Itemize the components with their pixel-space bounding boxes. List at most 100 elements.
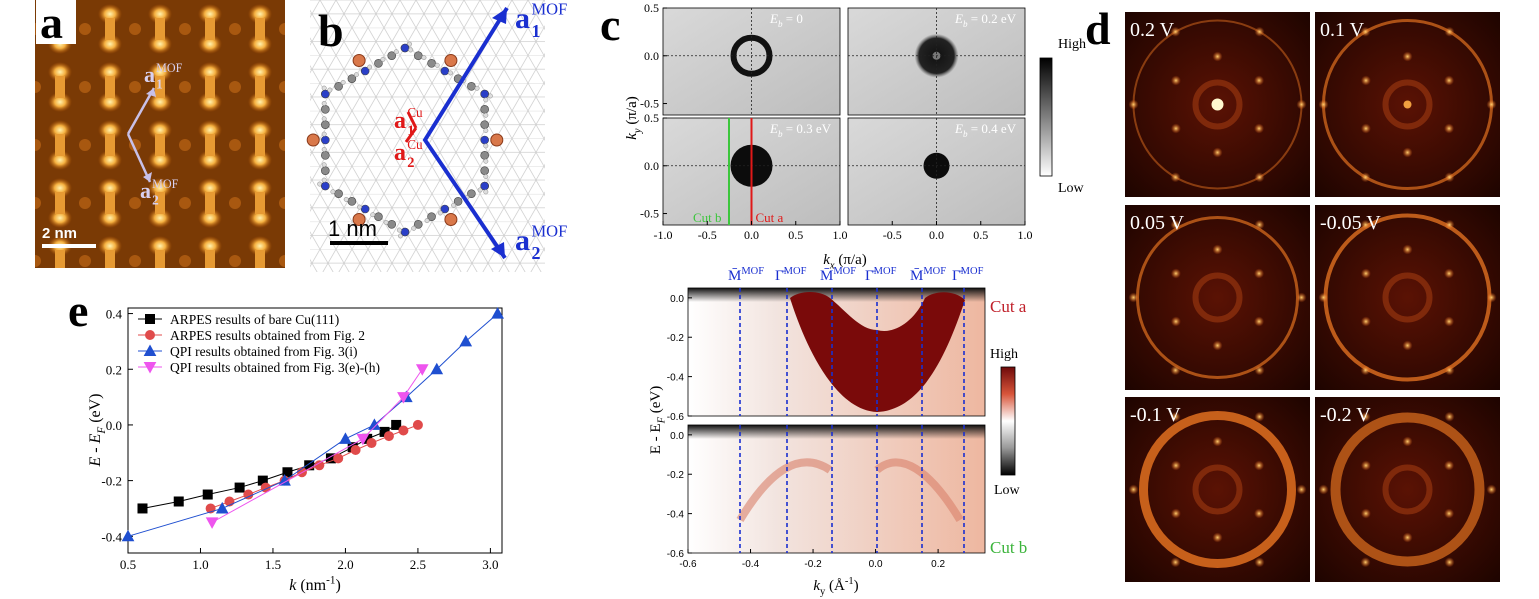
legend-label: QPI results obtained from Fig. 3(e)-(h) (170, 360, 380, 375)
atom (480, 120, 489, 129)
bragg-spot (1170, 508, 1181, 519)
bragg-spot (1170, 26, 1181, 37)
bragg-spot (1360, 316, 1371, 327)
atom (327, 87, 333, 93)
symmetry-point-part: MOF (741, 266, 764, 277)
qpi-image (1315, 205, 1500, 390)
bragg-spot (1254, 460, 1265, 471)
y-axis-label-part: y (633, 128, 644, 134)
atom (340, 79, 346, 85)
symmetry-point-part: M̄ (910, 268, 923, 284)
x-tick-label: -1.0 (654, 228, 673, 242)
x-axis-label-part: -1 (326, 575, 335, 587)
atom (483, 174, 489, 180)
energy-label-part: b (778, 129, 783, 139)
y-tick-label: -0.5 (640, 97, 659, 111)
vector-label-sub: 2 (532, 243, 541, 263)
y-tick-label: 0.4 (106, 307, 123, 322)
voltage-label: -0.1 V (1130, 404, 1181, 426)
copper-atom (444, 213, 458, 227)
bragg-spot (1212, 244, 1223, 255)
cut-label: Cut b (693, 210, 722, 225)
y-axis-label-part: E - E (648, 423, 664, 454)
atom (480, 135, 489, 145)
bragg-spot (1170, 411, 1181, 422)
data-point (356, 433, 370, 446)
atom (474, 85, 480, 91)
qpi-core (1382, 272, 1433, 323)
y-tick-label: 0.5 (644, 111, 659, 125)
atom (321, 105, 330, 114)
atom (400, 227, 410, 237)
atom (347, 197, 357, 206)
bragg-spot (1402, 532, 1413, 543)
data-point (339, 432, 352, 444)
legend-label: QPI results obtained from Fig. 3(i) (170, 344, 357, 359)
atom (451, 202, 457, 208)
atom (374, 59, 383, 68)
symmetry-point: Γ̄MOF (865, 266, 897, 284)
qpi-image (1125, 397, 1310, 582)
atom (321, 85, 327, 91)
symmetry-point-part: MOF (833, 266, 856, 277)
data-point (398, 425, 409, 436)
atom (347, 74, 357, 83)
y-axis-label-part: F (96, 427, 108, 435)
colorbar (1000, 366, 1016, 476)
atom (393, 49, 399, 55)
atom (413, 220, 423, 229)
atom (321, 146, 327, 152)
x-tick-label: 3.0 (482, 557, 498, 572)
atom (440, 66, 450, 76)
qpi-core (1192, 272, 1243, 323)
voltage-label: -0.05 V (1320, 212, 1381, 234)
panel-label: d (1085, 3, 1111, 54)
x-tick-label: 0.5 (973, 228, 988, 242)
atom (434, 62, 440, 68)
x-axis-label-part: k (813, 578, 820, 594)
bragg-spot (1444, 316, 1455, 327)
x-axis-label-part: ) (335, 577, 340, 594)
bragg-spot (1212, 51, 1223, 62)
atom (383, 219, 389, 225)
energy-label-part: E (954, 121, 963, 136)
y-tick-label: 0.2 (106, 362, 122, 377)
atom (477, 187, 483, 193)
y-tick-label: -0.6 (667, 549, 685, 560)
data-point (137, 503, 148, 514)
bragg-spot (1360, 365, 1371, 376)
bragg-spot (1360, 557, 1371, 568)
y-tick-label: -0.2 (101, 474, 122, 489)
bragg-spot (1254, 26, 1265, 37)
data-point (215, 501, 229, 514)
cut-label: Cut b (990, 538, 1027, 557)
colorbar-label: High (1058, 37, 1086, 52)
qpi-ring (1139, 411, 1296, 568)
symmetry-point-part: Γ̄ (775, 268, 787, 284)
bragg-spot (1402, 244, 1413, 255)
bragg-spot (1402, 51, 1413, 62)
vector-arrow (126, 87, 156, 135)
energy-label-part: = 0 (783, 11, 803, 26)
qpi-core (1192, 464, 1243, 515)
copper-atom (490, 133, 504, 147)
bragg-spot (1444, 508, 1455, 519)
x-tick-label: 0.0 (929, 228, 944, 242)
bragg-spot (1170, 219, 1181, 230)
colorbar-label: High (990, 347, 1018, 362)
x-tick-label: 2.5 (410, 557, 426, 572)
atom (480, 105, 489, 114)
atom (421, 55, 427, 61)
atom (330, 189, 336, 195)
atom (353, 72, 359, 78)
atom (321, 162, 327, 168)
atom (427, 212, 436, 221)
bragg-spot (1444, 172, 1455, 183)
center-spot (1403, 100, 1412, 109)
data-point (121, 529, 135, 542)
x-tick-label: 1.0 (833, 228, 848, 242)
bragg-spot (1444, 268, 1455, 279)
y-tick-label: 0.0 (670, 431, 684, 442)
x-tick-label: -0.2 (804, 559, 822, 570)
atom (483, 143, 489, 149)
